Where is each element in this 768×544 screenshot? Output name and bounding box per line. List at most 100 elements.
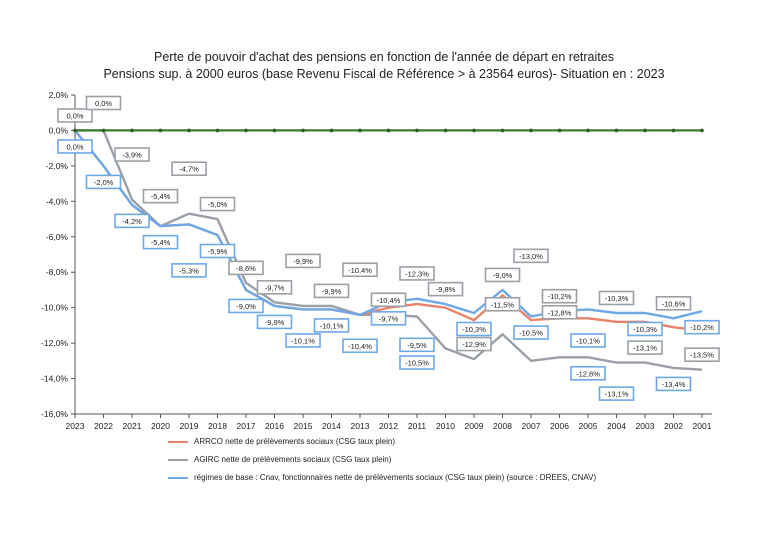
data-label-box — [285, 333, 321, 348]
data-label-box — [313, 283, 350, 299]
chart-subtitle: Pensions sup. à 2000 euros (base Revenu … — [103, 67, 665, 81]
series-point — [614, 128, 619, 133]
series-point — [158, 128, 163, 133]
legend-agirc-label: AGIRC nette de prélèvements sociaux (CSG… — [194, 455, 392, 464]
data-label: -9,9% — [293, 257, 313, 266]
data-label: -13,1% — [605, 390, 629, 399]
y-tick-label: -10,0% — [41, 303, 68, 313]
data-label: -8,6% — [236, 264, 256, 273]
data-label-box — [228, 298, 264, 314]
y-tick-label: -14,0% — [41, 374, 68, 384]
data-label-box — [114, 213, 150, 229]
x-tick-label: 2001 — [693, 421, 712, 431]
series-point — [329, 128, 334, 133]
data-label: -10,2% — [548, 292, 572, 301]
y-tick-label: -16,0% — [41, 409, 68, 419]
x-tick-label: 2008 — [493, 421, 512, 431]
series-point — [671, 128, 676, 133]
x-tick-label: 2007 — [522, 421, 541, 431]
legend-arrco: ARRCO nette de prélèvements sociaux (CSG… — [168, 437, 395, 446]
data-label-box — [484, 267, 521, 283]
x-tick-label: 2013 — [351, 421, 370, 431]
data-label: -13,1% — [633, 344, 657, 353]
data-label-box — [399, 355, 435, 370]
data-label: -10,5% — [519, 329, 543, 338]
x-tick-label: 2009 — [465, 421, 484, 431]
data-label: -10,3% — [462, 325, 486, 334]
series-point — [187, 128, 191, 133]
series-point — [73, 128, 77, 133]
data-label-box — [484, 296, 521, 312]
data-label-box — [399, 337, 435, 353]
series-point — [700, 128, 704, 133]
data-label-box — [256, 314, 293, 330]
data-label-box — [85, 95, 122, 111]
y-tick-label: 0,0% — [49, 125, 69, 135]
x-tick-label: 2015 — [294, 421, 313, 431]
data-label: -10,4% — [348, 266, 372, 275]
series-point — [386, 128, 391, 133]
series-point — [443, 128, 448, 133]
legend-agirc-swatch — [168, 458, 188, 461]
series-point — [301, 128, 305, 133]
data-label: -10,6% — [662, 299, 686, 308]
data-label-box — [570, 333, 606, 348]
data-label: -10,4% — [348, 342, 372, 351]
x-tick-label: 2016 — [265, 421, 284, 431]
legend-arrco-swatch — [168, 440, 188, 443]
series-point — [472, 128, 476, 133]
data-label: 0,0% — [95, 99, 112, 108]
legend-agirc: AGIRC nette de prélèvements sociaux (CSG… — [168, 455, 391, 464]
data-label: -9,9% — [265, 318, 285, 327]
data-label: -13,5% — [690, 351, 714, 360]
data-label: 0,0% — [66, 142, 83, 151]
data-label-box — [342, 262, 378, 278]
series-point — [130, 128, 134, 133]
data-label: -2,0% — [94, 178, 114, 187]
y-tick-label: -6,0% — [46, 232, 69, 242]
x-tick-label: 2017 — [237, 421, 256, 431]
data-label-box — [456, 321, 492, 337]
data-label-box — [57, 139, 93, 154]
data-label: -12,9% — [462, 340, 486, 349]
series-point — [557, 128, 562, 133]
data-label: -10,1% — [291, 336, 315, 345]
x-tick-label: 2011 — [408, 421, 427, 431]
data-label-box — [513, 248, 549, 264]
series-point — [643, 128, 647, 133]
series-point — [272, 128, 277, 133]
x-tick-label: 2012 — [379, 421, 398, 431]
x-tick-label: 2006 — [550, 421, 569, 431]
chart-title: Perte de pouvoir d'achat des pensions en… — [154, 50, 614, 64]
x-tick-label: 2023 — [66, 421, 85, 431]
data-label-box — [313, 318, 350, 333]
data-label: -12,3% — [405, 269, 429, 278]
data-label-box — [342, 338, 378, 354]
data-label-box — [570, 365, 606, 381]
x-tick-label: 2005 — [579, 421, 598, 431]
data-label-box — [171, 161, 207, 177]
data-label-box — [427, 281, 464, 297]
series-point — [586, 128, 590, 133]
data-label-box — [171, 263, 207, 278]
data-label-box — [684, 347, 720, 362]
x-tick-label: 2002 — [664, 421, 683, 431]
series-point — [500, 128, 505, 133]
data-label: -10,5% — [405, 359, 429, 368]
data-label: -5,4% — [151, 192, 171, 201]
data-label: -10,1% — [320, 321, 344, 330]
x-tick-label: 2004 — [607, 421, 626, 431]
data-label-box — [142, 234, 179, 250]
data-label: -13,0% — [519, 252, 543, 261]
data-label: -11,5% — [491, 300, 515, 309]
data-label: -10,1% — [576, 336, 600, 345]
data-label: -4,2% — [122, 217, 142, 226]
data-label-box — [541, 304, 578, 320]
y-tick-label: -2,0% — [46, 161, 69, 171]
data-label: -9,0% — [236, 302, 256, 311]
data-label: -5,3% — [179, 266, 199, 275]
series-line — [74, 129, 703, 320]
series-point — [358, 128, 362, 133]
data-label: -9,7% — [379, 314, 399, 323]
